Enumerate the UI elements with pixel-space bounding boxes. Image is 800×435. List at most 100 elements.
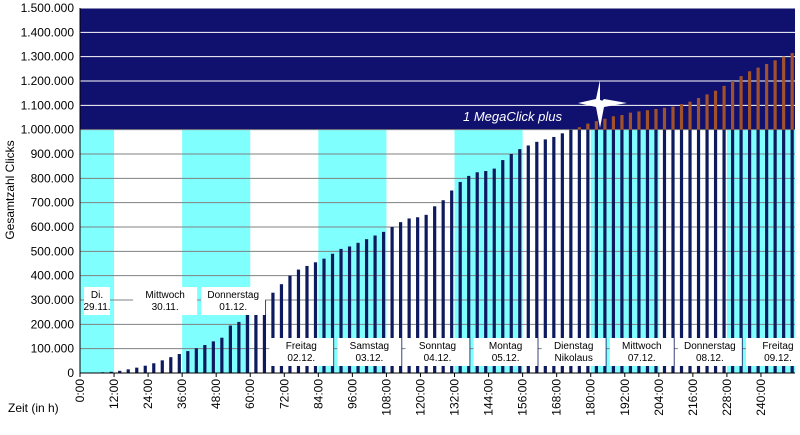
bar-over-threshold [722,85,726,130]
bar-over-threshold [620,115,624,130]
day-label-text: Donnerstag [684,341,736,352]
bar [262,300,267,373]
y-tick-label: 300.000 [31,293,75,307]
x-tick-label: 36:00 [175,379,189,409]
bar [211,341,215,373]
day-label-box [84,287,111,315]
y-tick-label: 700.000 [31,196,75,210]
y-tick-label: 200.000 [31,317,75,331]
y-tick-label: 0 [67,366,74,380]
bar-over-threshold [730,81,735,130]
threshold-label: 1 MegaClick plus [463,109,562,124]
y-tick-label: 900.000 [31,147,75,161]
y-tick-label: 1.200.000 [21,74,75,88]
bar [765,129,769,373]
bar [203,345,207,373]
bar [535,141,539,373]
y-tick-label: 600.000 [31,220,75,234]
day-label-text: Freitag [762,341,793,352]
day-label-box [745,338,800,366]
day-label-box [541,338,606,366]
bar [748,129,752,373]
day-label-box [337,338,402,366]
bar [288,275,292,373]
bar [126,369,130,373]
bar [373,235,377,373]
y-tick-label: 500.000 [31,244,75,258]
x-tick-label: 48:00 [209,379,223,409]
bar [433,206,437,373]
day-label-box [405,338,470,366]
day-label-text: 04.12. [424,353,452,364]
bar-over-threshold [696,98,701,130]
bar-over-threshold [713,90,718,130]
bar [279,284,284,373]
bar [637,129,641,373]
x-tick-label: 204:00 [652,379,666,416]
x-tick-label: 108:00 [379,379,393,416]
x-tick-label: 0:00 [73,379,87,403]
y-tick-label: 1.100.000 [21,98,75,112]
bar-over-threshold [790,53,794,130]
bar [245,314,250,373]
day-label-text: 05.12. [492,353,520,364]
bar [220,337,224,373]
x-tick-label: 144:00 [482,379,496,416]
bar [135,367,139,373]
bar-over-threshold [756,67,760,130]
bar [118,370,122,373]
day-label-text: 29.11. [83,302,110,313]
bar [177,354,181,373]
day-label-text: Mittwoch [145,290,184,301]
x-tick-label: 192:00 [618,379,632,416]
bar [628,129,633,373]
bar [381,231,386,373]
bar [484,171,488,373]
x-tick-label: 168:00 [550,379,564,416]
day-label-box [133,287,198,315]
y-axis-ticks: 0 100.000 200.000 300.000 400.000 500.000 600.… [21,1,75,380]
day-label-box [269,338,334,366]
bar [296,269,301,373]
gridlines [80,7,795,350]
x-axis-title: Zeit (in h) [8,401,59,415]
bar [696,129,701,373]
bar [671,129,675,373]
bar [152,363,156,373]
bar-over-threshold [586,123,590,130]
day-label-text: 07.12. [628,353,656,364]
day-label-text: 30.11. [152,302,179,313]
x-tick-label: 156:00 [516,379,530,416]
x-tick-label: 60:00 [243,379,257,409]
y-axis-title: Gesamtzahl Clicks [3,140,17,239]
bar [730,129,735,373]
bar [364,239,369,373]
bar [492,168,496,373]
bar [416,217,420,373]
x-tick-label: 216:00 [686,379,700,416]
bar-over-threshold [645,110,650,130]
day-labels: Di.29.11.Mittwoch30.11.Donnerstag01.12.F… [83,287,800,366]
x-tick-label: 240:00 [754,379,768,416]
bar [407,218,411,373]
bar-over-threshold [637,111,641,130]
bar-over-threshold [611,116,616,130]
day-label-text: Donnerstag [207,290,259,301]
bar [611,129,616,373]
y-tick-label: 400.000 [31,269,75,283]
bar [330,253,335,373]
x-tick-label: 180:00 [584,379,598,416]
bar-over-threshold [739,76,743,130]
day-label-text: Nikolaus [555,353,593,364]
bar [424,214,428,373]
bar [688,129,692,373]
day-label-text: 03.12. [355,353,383,364]
star-sparkle-icon [578,80,627,128]
bars [84,53,794,373]
bar [356,242,360,373]
bar [560,133,564,373]
bar-over-threshold [603,118,607,130]
x-tick-label: 24:00 [141,379,155,409]
bar [782,129,786,373]
